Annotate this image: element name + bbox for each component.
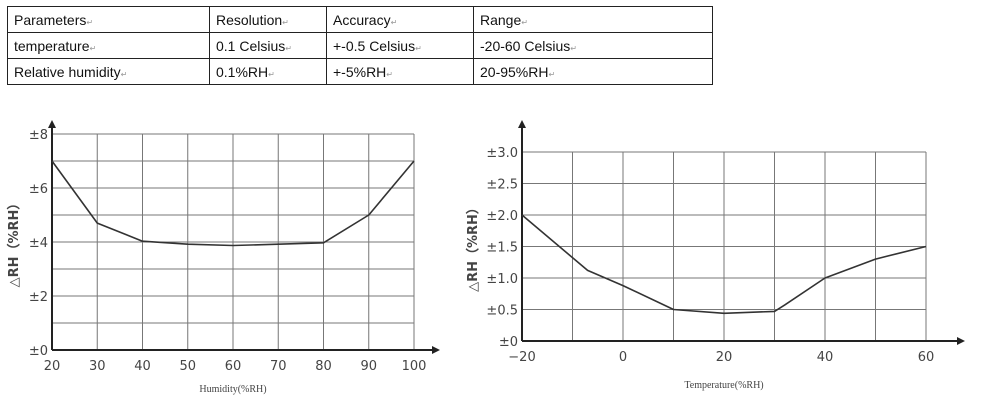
table-cell: Relative humidity xyxy=(7,58,210,85)
table-row: Relative humidity 0.1%RH +-5%RH 20-95%RH xyxy=(7,58,713,85)
table-cell: -20-60 Celsius xyxy=(473,32,713,59)
parameters-table: Parameters Resolution Accuracy Range tem… xyxy=(7,6,713,85)
x-tick-label: 20 xyxy=(716,350,733,365)
x-tick-label: 100 xyxy=(402,359,427,374)
header-cell: Resolution xyxy=(209,6,327,33)
x-tick-label: 30 xyxy=(89,359,106,374)
y-tick-label: ±2 xyxy=(29,290,48,305)
x-axis-label: Humidity(%RH) xyxy=(199,384,266,395)
x-tick-label: 50 xyxy=(179,359,196,374)
x-axis-arrow-icon xyxy=(957,337,965,345)
y-tick-label: ±1.0 xyxy=(486,272,518,287)
y-axis-arrow-icon xyxy=(48,120,56,128)
table-cell: 20-95%RH xyxy=(473,58,713,85)
y-tick-label: ±2.0 xyxy=(486,209,518,224)
x-axis-arrow-icon xyxy=(432,346,440,354)
x-tick-label: 60 xyxy=(225,359,242,374)
header-cell: Range xyxy=(473,6,713,33)
x-tick-label: −20 xyxy=(508,350,535,365)
table-cell: 0.1%RH xyxy=(209,58,327,85)
x-tick-label: 0 xyxy=(619,350,627,365)
y-axis-label: △RH（%RH） xyxy=(6,197,22,288)
table-header-row: Parameters Resolution Accuracy Range xyxy=(7,6,713,33)
y-tick-label: ±1.5 xyxy=(486,241,518,256)
series-line xyxy=(51,160,415,247)
y-tick-label: ±8 xyxy=(29,128,48,143)
table-row: temperature 0.1 Celsius +-0.5 Celsius -2… xyxy=(7,32,713,59)
y-axis-label: △RH（%RH） xyxy=(465,201,481,292)
x-tick-label: 90 xyxy=(360,359,377,374)
y-tick-label: ±2.5 xyxy=(486,178,518,193)
table-cell: +-0.5 Celsius xyxy=(326,32,474,59)
y-tick-label: ±4 xyxy=(29,236,48,251)
y-tick-label: ±3.0 xyxy=(486,146,518,161)
header-cell: Parameters xyxy=(7,6,210,33)
x-tick-label: 40 xyxy=(134,359,151,374)
x-tick-label: 60 xyxy=(918,350,935,365)
x-tick-label: 70 xyxy=(270,359,287,374)
x-tick-label: 40 xyxy=(817,350,834,365)
y-tick-label: ±0 xyxy=(29,344,48,359)
x-axis-label: Temperature(%RH) xyxy=(684,380,763,391)
y-tick-label: ±6 xyxy=(29,182,48,197)
x-tick-label: 20 xyxy=(44,359,61,374)
y-tick-label: ±0 xyxy=(499,335,518,350)
x-tick-label: 80 xyxy=(315,359,332,374)
series-line xyxy=(521,214,927,315)
y-axis-arrow-icon xyxy=(518,120,526,128)
y-tick-label: ±0.5 xyxy=(486,304,518,319)
table-cell: +-5%RH xyxy=(326,58,474,85)
